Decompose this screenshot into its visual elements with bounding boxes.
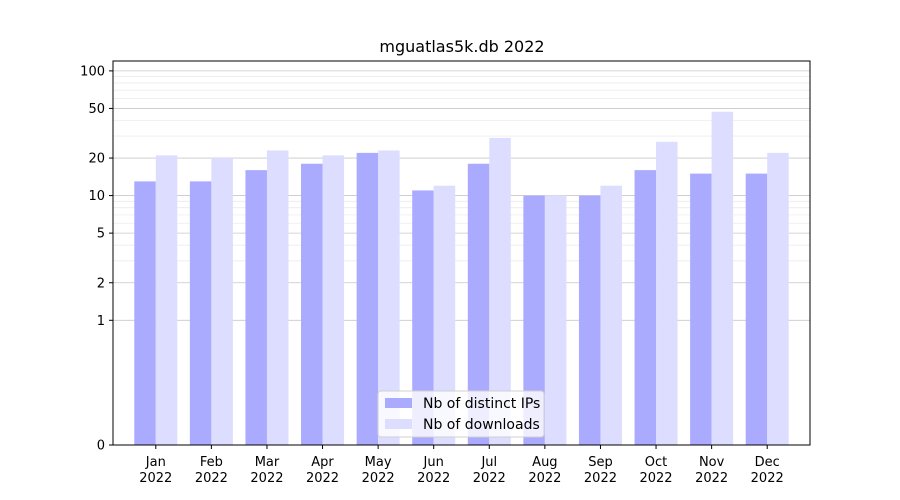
chart-title: mguatlas5k.db 2022 <box>379 37 544 56</box>
bar-nb-of-downloads-aug <box>544 195 567 445</box>
x-tick-label-month: Jun <box>423 455 444 470</box>
legend-label: Nb of downloads <box>423 417 540 433</box>
bar-nb-of-distinct-ips-oct <box>634 170 657 445</box>
y-tick-label: 50 <box>88 102 105 117</box>
x-tick-label-year: 2022 <box>473 471 506 486</box>
bar-nb-of-distinct-ips-sep <box>578 195 601 445</box>
x-tick-label-month: Aug <box>532 455 557 470</box>
x-tick-label-month: Dec <box>755 455 780 470</box>
bar-nb-of-downloads-mar <box>266 150 289 445</box>
y-tick-label: 100 <box>80 64 105 79</box>
legend-box <box>377 390 545 438</box>
x-tick-label-month: Feb <box>200 455 223 470</box>
bar-nb-of-distinct-ips-aug <box>523 195 545 445</box>
bar-nb-of-downloads-dec <box>767 152 789 445</box>
bar-nb-of-distinct-ips-nov <box>690 173 712 445</box>
x-tick-label-year: 2022 <box>195 471 228 486</box>
bar-nb-of-downloads-jul <box>489 137 511 446</box>
x-tick-label-month: Apr <box>311 455 334 470</box>
x-tick-label-year: 2022 <box>362 471 395 486</box>
bar-nb-of-distinct-ips-jun <box>412 190 434 445</box>
bar-nb-of-distinct-ips-apr <box>301 163 323 445</box>
x-tick-label-year: 2022 <box>695 471 728 486</box>
y-tick-label: 10 <box>88 189 105 204</box>
x-tick-label-year: 2022 <box>306 471 339 486</box>
legend-swatch <box>385 398 412 408</box>
bar-nb-of-distinct-ips-may <box>356 152 379 445</box>
y-tick-label: 20 <box>88 152 105 167</box>
x-tick-label-month: Jan <box>145 455 166 470</box>
bar-nb-of-distinct-ips-jul <box>467 163 490 445</box>
y-tick-label: 5 <box>97 227 105 242</box>
x-tick-label-year: 2022 <box>751 471 784 486</box>
bar-nb-of-downloads-may <box>378 150 400 445</box>
bar-nb-of-downloads-apr <box>322 155 345 445</box>
x-tick-label-month: Oct <box>645 455 667 470</box>
x-tick-label-year: 2022 <box>528 471 561 486</box>
bar-nb-of-downloads-feb <box>211 158 233 445</box>
bar-nb-of-distinct-ips-feb <box>189 181 212 445</box>
x-tick-label-month: Jul <box>480 455 497 470</box>
bar-nb-of-downloads-sep <box>600 185 622 445</box>
x-tick-label-year: 2022 <box>639 471 672 486</box>
bar-nb-of-downloads-oct <box>656 141 678 445</box>
bar-nb-of-distinct-ips-jan <box>134 181 156 445</box>
y-tick-label: 2 <box>97 276 105 291</box>
bar-nb-of-downloads-jun <box>433 185 456 445</box>
x-tick-label-year: 2022 <box>584 471 617 486</box>
plot-frame <box>112 60 811 446</box>
y-tick-label: 0 <box>97 439 105 454</box>
x-tick-label-month: Nov <box>699 455 725 470</box>
bar-nb-of-distinct-ips-dec <box>745 173 768 445</box>
y-tick-label: 1 <box>97 314 105 329</box>
x-tick-label-year: 2022 <box>139 471 172 486</box>
legend-label: Nb of distinct IPs <box>423 396 540 412</box>
bar-nb-of-downloads-jan <box>155 155 178 445</box>
legend-swatch <box>385 419 412 429</box>
x-tick-label-year: 2022 <box>417 471 450 486</box>
bar-nb-of-downloads-nov <box>711 111 734 445</box>
axes: 0125102050100Jan2022Feb2022Mar2022Apr202… <box>80 60 811 486</box>
x-tick-label-year: 2022 <box>250 471 283 486</box>
x-tick-label-month: May <box>365 455 392 470</box>
x-tick-label-month: Sep <box>588 455 613 470</box>
x-tick-label-month: Mar <box>255 455 280 470</box>
legend: Nb of distinct IPs Nb of downloads <box>377 390 545 438</box>
bars <box>134 111 789 446</box>
bar-nb-of-distinct-ips-mar <box>245 170 267 445</box>
